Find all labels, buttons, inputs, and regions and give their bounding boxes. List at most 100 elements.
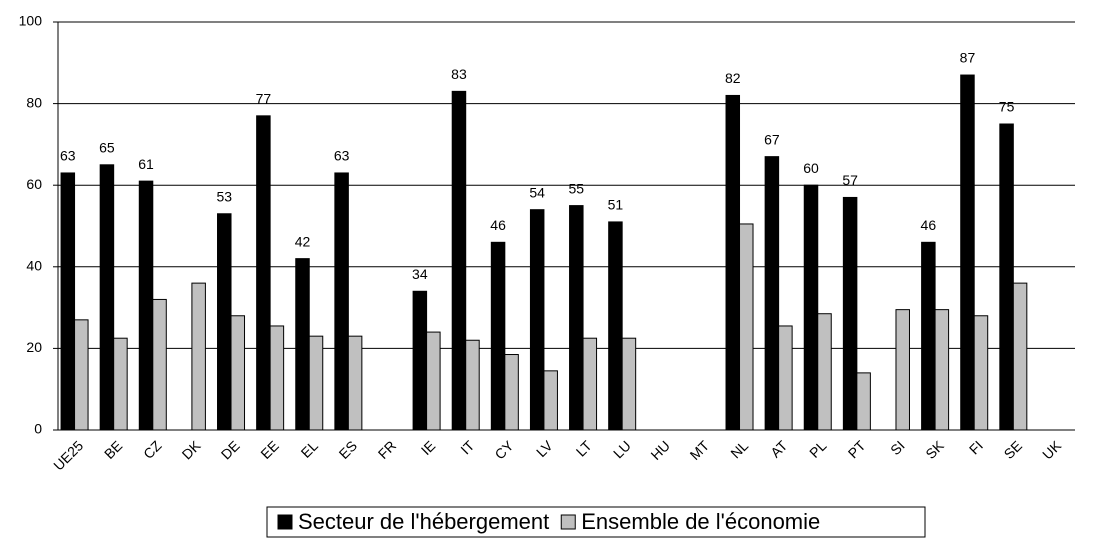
data-label: 55 bbox=[569, 180, 585, 196]
bar bbox=[426, 331, 441, 431]
x-tick-label: CY bbox=[491, 437, 517, 463]
bar bbox=[347, 335, 363, 431]
x-tick-label: EL bbox=[298, 437, 322, 461]
bar bbox=[334, 172, 349, 431]
x-tick-label: ES bbox=[336, 437, 361, 462]
data-label: 60 bbox=[803, 160, 819, 176]
y-tick-label: 40 bbox=[26, 258, 42, 274]
bar bbox=[60, 172, 76, 431]
legend-label: Ensemble de l'économie bbox=[581, 509, 820, 534]
bar bbox=[295, 258, 310, 431]
data-label: 65 bbox=[99, 140, 115, 156]
data-label: 83 bbox=[451, 66, 467, 82]
data-label: 34 bbox=[412, 266, 428, 282]
bar bbox=[960, 74, 975, 431]
data-label: 77 bbox=[256, 91, 272, 107]
x-tick-label: LT bbox=[573, 437, 595, 459]
x-tick-label: NL bbox=[727, 437, 751, 461]
x-tick-label: DK bbox=[179, 437, 205, 463]
x-tick-label: HU bbox=[647, 437, 673, 463]
bar bbox=[934, 309, 950, 431]
x-tick-label: FI bbox=[966, 437, 986, 457]
y-tick-label: 100 bbox=[19, 13, 43, 29]
bar bbox=[138, 180, 154, 431]
bar bbox=[74, 319, 89, 431]
bar bbox=[895, 309, 910, 431]
bar bbox=[856, 372, 871, 431]
y-tick-label: 0 bbox=[34, 421, 42, 437]
bar bbox=[230, 315, 246, 431]
data-label: 51 bbox=[608, 197, 624, 213]
data-label: 61 bbox=[138, 156, 154, 172]
y-tick-label: 60 bbox=[26, 176, 42, 192]
bar bbox=[412, 290, 428, 431]
x-tick-label: IE bbox=[418, 437, 439, 458]
data-label: 82 bbox=[725, 70, 741, 86]
bar bbox=[803, 184, 819, 431]
bar bbox=[999, 123, 1014, 431]
data-label: 63 bbox=[334, 148, 350, 164]
legend-box bbox=[266, 506, 926, 538]
x-tick-label: EE bbox=[257, 437, 282, 462]
data-label: 54 bbox=[529, 184, 545, 200]
bar bbox=[490, 241, 506, 431]
bar bbox=[269, 325, 285, 431]
x-tick-label: BE bbox=[101, 437, 126, 462]
bar bbox=[451, 90, 467, 431]
data-label: 46 bbox=[921, 217, 937, 233]
bar bbox=[217, 213, 232, 431]
legend-swatch bbox=[560, 514, 576, 530]
bar bbox=[842, 196, 858, 431]
data-label: 87 bbox=[960, 50, 976, 66]
x-tick-label: PT bbox=[845, 437, 869, 461]
data-label: 67 bbox=[764, 131, 780, 147]
data-label: 53 bbox=[216, 188, 232, 204]
bar bbox=[152, 298, 167, 431]
x-tick-label: LU bbox=[610, 437, 634, 461]
x-tick-label: MT bbox=[687, 437, 713, 463]
bar bbox=[817, 313, 832, 431]
bar bbox=[569, 205, 584, 431]
y-tick-label: 80 bbox=[26, 94, 42, 110]
x-tick-label: SK bbox=[922, 437, 947, 462]
bar bbox=[543, 370, 558, 431]
bar bbox=[529, 209, 545, 431]
x-tick-label: FR bbox=[375, 437, 400, 462]
bar bbox=[465, 339, 480, 431]
x-tick-label: PL bbox=[806, 437, 830, 461]
x-tick-label: SE bbox=[1001, 437, 1026, 462]
bar bbox=[764, 156, 780, 431]
bar bbox=[739, 223, 754, 431]
bar bbox=[725, 94, 741, 431]
x-tick-label: IT bbox=[457, 437, 477, 457]
x-tick-label: UE25 bbox=[50, 437, 86, 473]
x-tick-label: CZ bbox=[140, 437, 165, 462]
bar bbox=[99, 164, 115, 431]
bar bbox=[504, 354, 519, 431]
bar bbox=[608, 221, 623, 431]
bar bbox=[921, 241, 936, 431]
legend-label: Secteur de l'hébergement bbox=[298, 509, 549, 534]
bar bbox=[582, 337, 598, 431]
bar bbox=[191, 282, 206, 431]
x-tick-label: UK bbox=[1039, 437, 1065, 463]
x-tick-label: SI bbox=[887, 437, 908, 458]
data-label: 63 bbox=[60, 148, 76, 164]
x-tick-label: LV bbox=[533, 437, 556, 460]
data-label: 75 bbox=[999, 99, 1015, 115]
bar bbox=[256, 115, 271, 431]
legend-swatch bbox=[277, 514, 293, 530]
bar bbox=[973, 315, 989, 431]
x-tick-label: AT bbox=[767, 437, 791, 461]
bar bbox=[621, 337, 637, 431]
bar bbox=[308, 335, 324, 431]
bar bbox=[113, 337, 128, 431]
bar bbox=[1012, 282, 1028, 431]
x-tick-label: DE bbox=[218, 437, 243, 462]
data-label: 57 bbox=[842, 172, 858, 188]
data-label: 46 bbox=[490, 217, 506, 233]
data-label: 42 bbox=[295, 233, 311, 249]
bar bbox=[778, 325, 793, 431]
y-tick-label: 20 bbox=[26, 339, 42, 355]
